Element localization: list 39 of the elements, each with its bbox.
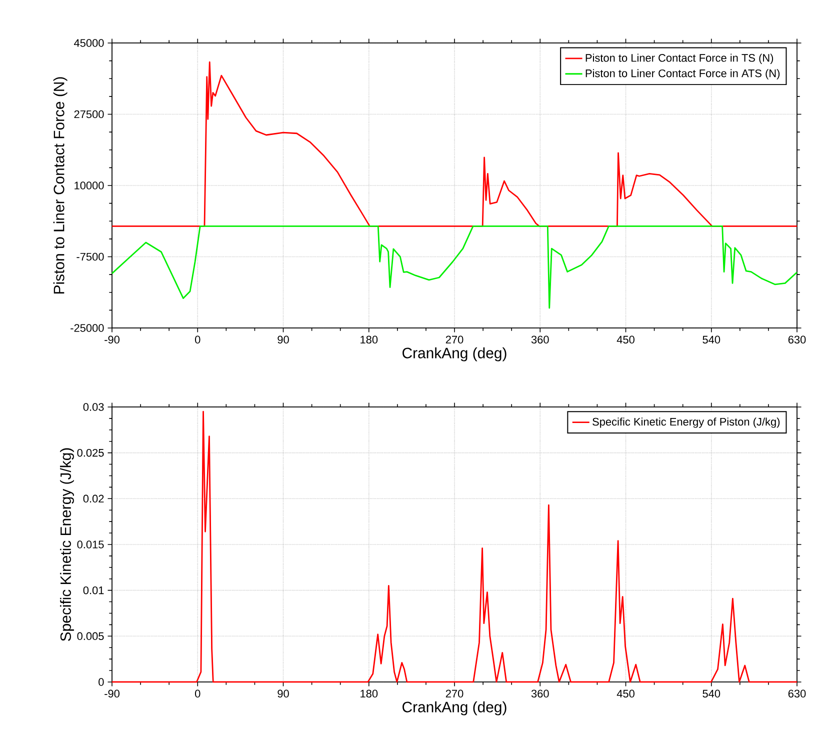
x-tick-label: 630	[788, 690, 806, 698]
x-tick-label: 270	[446, 336, 464, 344]
y-tick-label: 0.015	[77, 540, 104, 548]
x-tick-label: 450	[616, 690, 634, 698]
line-series	[111, 226, 798, 309]
y-tick-label: 0.005	[77, 632, 104, 640]
x-tick-label: -90	[104, 336, 120, 344]
y-tick-label: 10000	[74, 182, 104, 190]
x-tick-label: 360	[531, 336, 549, 344]
line-series	[111, 410, 798, 683]
y-tick-label: 0.025	[77, 448, 104, 457]
x-tick-label: 540	[702, 336, 720, 344]
legend-label: Specific Kinetic Energy of Piston (J/kg)	[592, 418, 780, 428]
x-tick-label: 450	[616, 336, 634, 344]
x-tick-label: 270	[446, 690, 464, 698]
y-tick-label: 0.01	[83, 586, 104, 594]
y-tick-label: 0	[98, 678, 104, 686]
y-axis-title: Piston to Liner Contact Force (N)	[53, 77, 68, 294]
x-tick-label: 0	[195, 336, 200, 344]
x-axis-title: CrankAng (deg)	[402, 347, 506, 362]
x-tick-label: 630	[788, 336, 806, 344]
x-tick-label: 90	[278, 690, 289, 698]
x-tick-label: 90	[278, 336, 289, 344]
x-axis-title: CrankAng (deg)	[402, 701, 506, 716]
x-tick-label: 180	[360, 690, 378, 698]
x-tick-label: -90	[104, 690, 120, 698]
legend-label: Piston to Liner Contact Force in ATS (N)	[586, 69, 780, 80]
y-tick-label: 0.03	[83, 403, 104, 411]
x-tick-label: 540	[702, 690, 720, 698]
x-tick-label: 180	[360, 336, 378, 344]
y-axis-title: Specific Kinetic Energy (J/kg)	[60, 448, 74, 641]
y-tick-label: -25000	[70, 324, 104, 332]
y-tick-label: 45000	[74, 39, 104, 47]
y-tick-label: 0.02	[83, 494, 104, 503]
x-tick-label: 0	[195, 690, 200, 698]
y-tick-label: -7500	[76, 252, 104, 261]
y-tick-label: 27500	[74, 110, 104, 118]
x-tick-label: 360	[531, 690, 549, 698]
legend-label: Piston to Liner Contact Force in TS (N)	[586, 54, 774, 64]
